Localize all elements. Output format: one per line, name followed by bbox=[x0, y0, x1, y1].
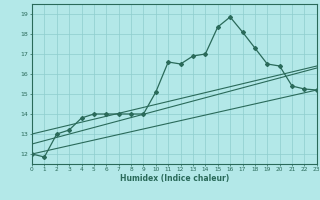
X-axis label: Humidex (Indice chaleur): Humidex (Indice chaleur) bbox=[120, 174, 229, 183]
